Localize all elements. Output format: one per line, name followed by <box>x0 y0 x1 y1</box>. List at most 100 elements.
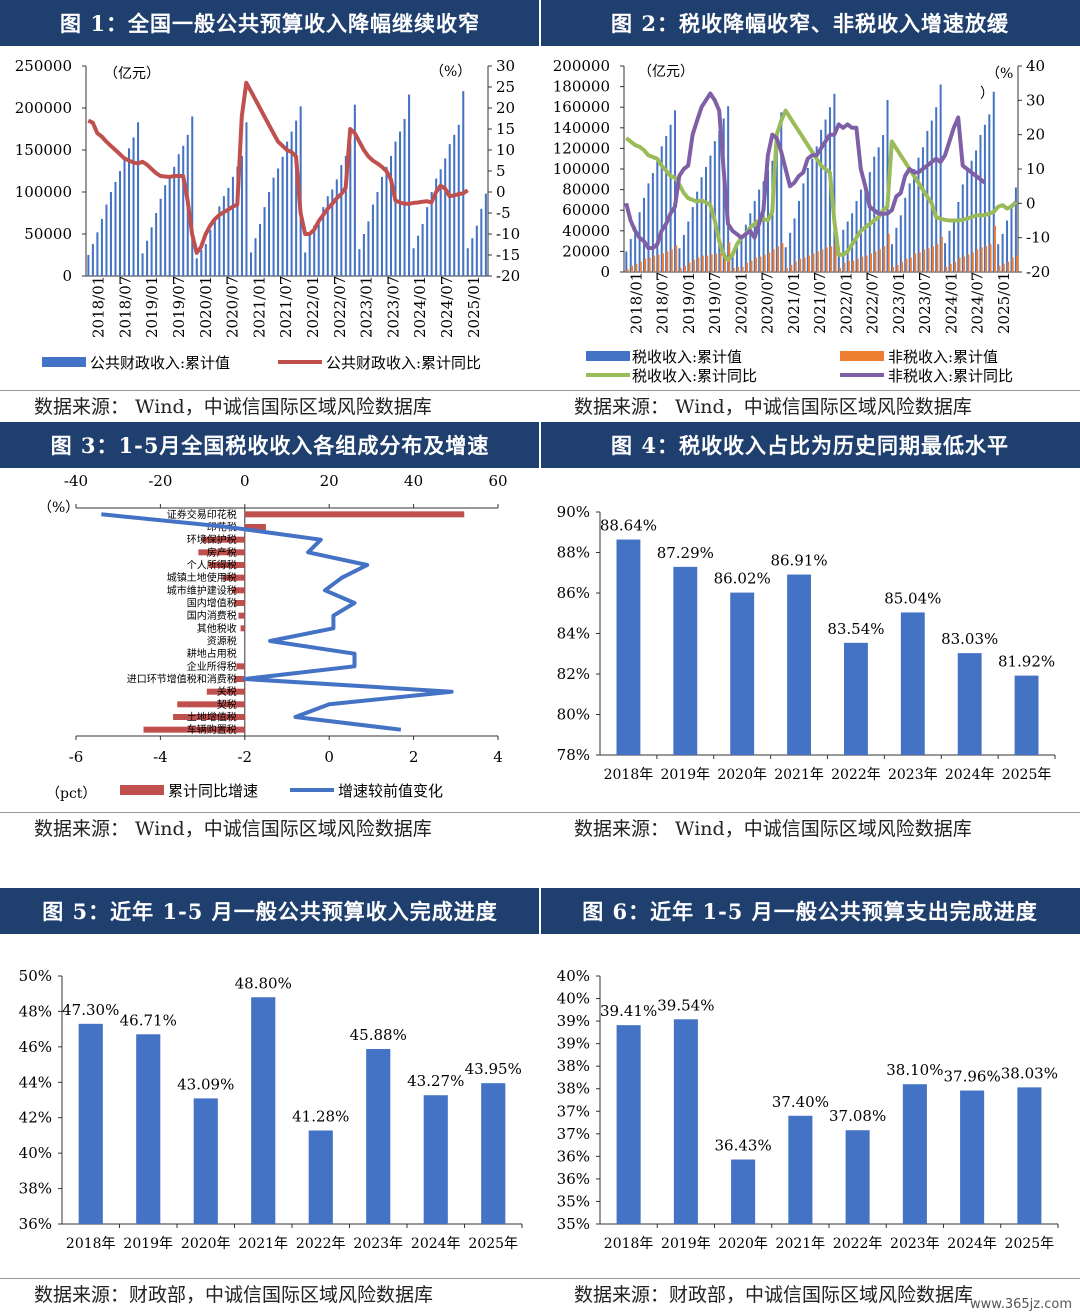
bar-total <box>952 218 955 272</box>
bar <box>957 653 982 755</box>
category-label: 其他税收 <box>197 622 237 635</box>
bar <box>308 1130 333 1224</box>
fig4-source: 数据来源： Wind，中诚信国际区域风险数据库 <box>574 817 972 840</box>
bar-total <box>718 130 721 272</box>
bar-total <box>367 221 370 276</box>
bar-total <box>376 192 379 276</box>
fig6-chart: 35% 35% 36% 36% 37% 37% 38% 38% 39% 39% 40% 40% 39.4… <box>557 967 1059 1252</box>
bar-nontax <box>847 260 850 272</box>
fig2-chart: 0 20000 40000 60000 80000 100000 120000 140000 1… <box>553 57 1050 385</box>
bar-nontax <box>675 245 678 272</box>
data-label: 47.30% <box>62 1001 119 1019</box>
bar-total <box>899 215 902 272</box>
x-tick-label: 2024年 <box>411 1236 461 1252</box>
left-tick-label: 100000 <box>553 160 610 178</box>
bar-total <box>882 135 885 272</box>
bar-total <box>155 213 158 276</box>
bar-nontax <box>781 243 784 272</box>
fig3-chart: -40 -20 0 20 40 60-6 -4 -2 0 2 4证券交易印花税印花税环境保护税房产税… <box>38 472 508 802</box>
left-tick-label: 140000 <box>553 119 610 137</box>
bar-nontax <box>967 254 970 272</box>
bar-nontax <box>794 261 797 272</box>
top-unit-label: （%） <box>38 500 79 516</box>
bar-total <box>784 247 787 272</box>
x-tick-label: 2019年 <box>660 767 710 783</box>
bar-total <box>979 135 982 272</box>
bar-total <box>286 141 289 276</box>
bar-nontax <box>688 262 691 272</box>
bar <box>251 997 276 1224</box>
bar-nontax <box>958 257 961 272</box>
bar-total <box>1006 220 1009 272</box>
data-label: 37.40% <box>772 1093 829 1111</box>
legend-swatch-total <box>42 357 86 367</box>
bar-nontax <box>918 252 921 272</box>
bar-yoy <box>198 549 245 556</box>
bar-nontax <box>763 254 766 272</box>
bar-total <box>895 227 898 272</box>
bar-nontax <box>661 253 664 272</box>
top-tick-label: 0 <box>240 472 250 490</box>
x-tick-label: 2022/07 <box>864 272 882 334</box>
x-tick-label: 2025/01 <box>995 272 1013 334</box>
bar-total <box>281 156 284 276</box>
right-tick-label: 40 <box>1026 57 1045 75</box>
bar-total <box>168 176 171 276</box>
bar-nontax <box>998 265 1001 272</box>
bar-total <box>389 155 393 276</box>
data-label: 87.29% <box>657 544 714 562</box>
bar-nontax <box>697 257 700 272</box>
fig5-title: 图 5：近年 1-5 月一般公共预算收入完成进度 <box>0 888 540 934</box>
x-tick-label: 2023/07 <box>384 276 402 338</box>
fig3-panel: 图 3：1-5月全国税收收入各组成分布及增速 -40 -20 0 20 40 60 -6 -4… <box>0 422 540 842</box>
x-tick-label: 2018/07 <box>654 272 672 334</box>
data-label: 36.43% <box>715 1137 772 1155</box>
left-tick-label: 0 <box>600 263 610 281</box>
right-tick-label: 5 <box>496 162 506 180</box>
right-tick-label: -20 <box>1026 263 1050 281</box>
bar <box>731 1159 756 1224</box>
fig4-title: 图 4：税收收入占比为历史同期最低水平 <box>540 422 1080 468</box>
right-tick-label: 0 <box>1026 194 1036 212</box>
bar-nontax <box>644 258 647 272</box>
bar-nontax <box>715 253 718 272</box>
bar <box>616 1025 641 1224</box>
y-tick-label: 35% <box>557 1192 590 1210</box>
bar-yoy <box>234 676 245 682</box>
x-tick-label: 2018年 <box>604 1236 654 1252</box>
bar-total <box>213 218 216 276</box>
x-tick-label: 2018/01 <box>627 272 645 334</box>
data-label: 38.03% <box>1001 1064 1058 1082</box>
fig5-chart: 36% 38% 40% 42% 44% 46% 48% 50% 47.30% 2018年 46.71… <box>19 967 523 1252</box>
x-tick-label: 2022/01 <box>837 272 855 334</box>
x-tick-label: 2019/07 <box>170 276 188 338</box>
fig3-source: 数据来源： Wind，中诚信国际区域风险数据库 <box>34 817 432 840</box>
bar-nontax <box>914 253 917 272</box>
bar-total <box>975 150 978 272</box>
bar-total <box>444 158 447 276</box>
category-label: 企业所得税 <box>187 660 237 673</box>
y-tick-label: 40% <box>557 967 590 985</box>
bar-nontax <box>830 246 833 272</box>
bar-total <box>771 160 774 272</box>
bar-total <box>727 106 730 272</box>
bar-nontax <box>1016 255 1019 272</box>
bar-total <box>417 235 420 276</box>
category-label: 契税 <box>217 698 237 711</box>
bar-nontax <box>834 242 837 272</box>
bar-total <box>713 141 716 272</box>
x-tick-label: 2023年 <box>353 1236 403 1252</box>
bar <box>900 612 925 755</box>
bar-total <box>322 207 325 276</box>
top-tick-label: 40 <box>404 472 423 490</box>
bar-nontax <box>772 249 775 272</box>
left-tick-label: 80000 <box>562 181 610 199</box>
bar-total <box>91 244 94 276</box>
right-tick-label: 30 <box>1026 91 1045 109</box>
bar-total <box>254 238 257 276</box>
bar-total <box>749 213 752 272</box>
bar-yoy <box>232 587 245 594</box>
x-tick-label: 2019/01 <box>143 276 161 338</box>
bar-total <box>114 181 117 276</box>
bar-total <box>1014 187 1017 272</box>
